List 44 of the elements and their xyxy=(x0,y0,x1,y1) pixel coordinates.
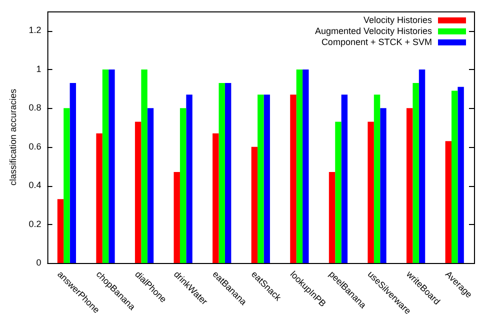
legend-label: Component + STCK + SVM xyxy=(321,36,432,47)
bar xyxy=(341,94,348,263)
bar xyxy=(368,122,374,263)
bar xyxy=(380,108,386,263)
bar xyxy=(224,83,232,263)
bar xyxy=(458,86,464,263)
legend-label: Velocity Histories xyxy=(363,14,432,25)
bar xyxy=(141,69,148,263)
bar xyxy=(147,108,154,263)
bar xyxy=(70,83,76,263)
bar xyxy=(186,94,192,263)
y-axis-title: classification accuracies xyxy=(8,88,18,186)
bar xyxy=(258,94,264,263)
bar xyxy=(180,108,186,263)
bar xyxy=(96,133,102,263)
y-tick-label: 0.2 xyxy=(28,218,42,229)
bar xyxy=(134,122,142,263)
bar xyxy=(290,94,296,263)
y-tick-label: 1.2 xyxy=(28,25,42,36)
bar xyxy=(251,146,258,263)
bar xyxy=(412,83,419,263)
y-tick-label: 1 xyxy=(36,64,42,74)
y-tick-label: 0.4 xyxy=(28,180,42,190)
bar xyxy=(296,69,303,263)
bar xyxy=(108,69,115,263)
bar xyxy=(212,133,219,263)
bar xyxy=(374,94,380,263)
bar xyxy=(64,108,70,263)
bar xyxy=(418,69,426,263)
legend-label: Augmented Velocity Histories xyxy=(314,26,432,36)
bar xyxy=(264,94,270,263)
bar xyxy=(302,69,309,263)
bar xyxy=(452,90,458,263)
bar xyxy=(406,108,413,263)
y-tick-label: 0.6 xyxy=(28,141,42,152)
bar xyxy=(218,83,225,263)
bar xyxy=(328,172,336,263)
y-tick-label: 0 xyxy=(36,257,42,268)
bar xyxy=(445,141,452,263)
bar xyxy=(57,199,64,263)
bar xyxy=(335,122,342,263)
bar xyxy=(174,172,180,263)
bar xyxy=(102,69,109,263)
y-tick-label: 0.8 xyxy=(28,102,42,113)
